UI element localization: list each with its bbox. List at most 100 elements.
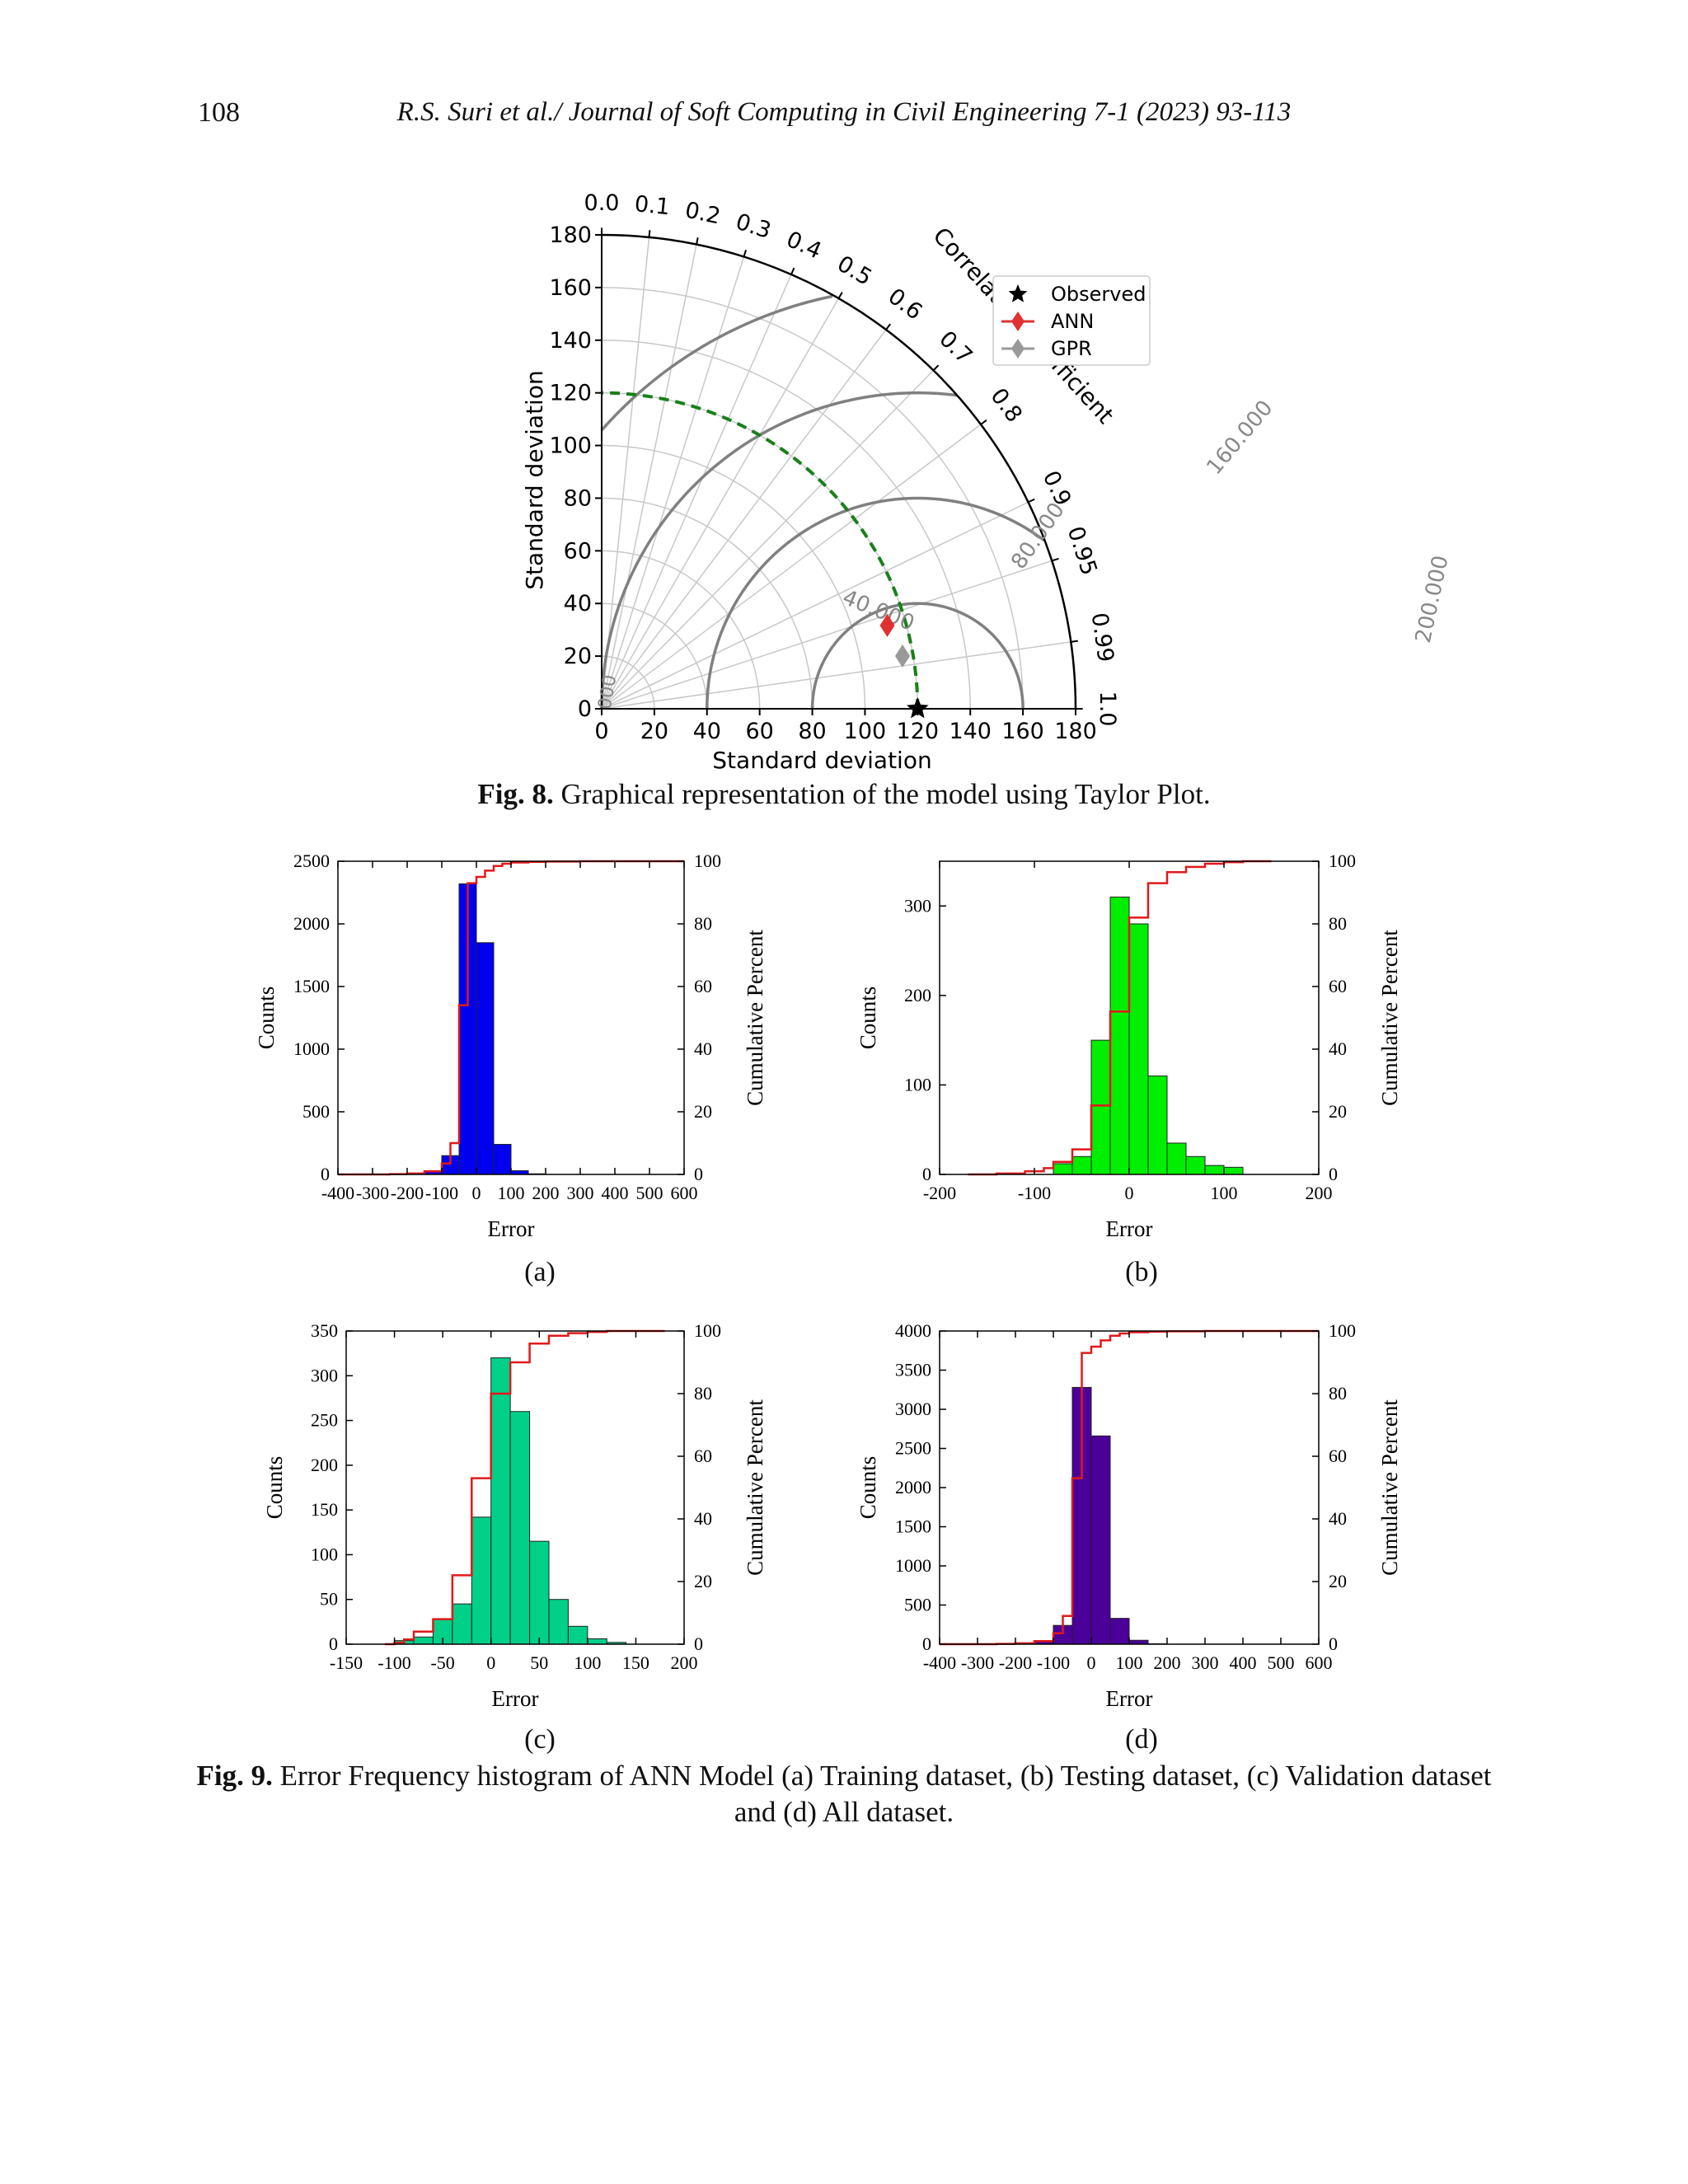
y-tick-label: 2000 xyxy=(293,913,330,934)
y-tick-label: 3000 xyxy=(895,1399,931,1419)
corr-tick-label: 0.95 xyxy=(1062,523,1102,579)
y-tick-label: 2500 xyxy=(895,1438,931,1459)
y-axis-title: Counts xyxy=(856,1456,880,1520)
x-tick-label: 120 xyxy=(897,719,940,744)
x-tick-label: 0 xyxy=(486,1652,495,1673)
y2-axis-title: Cumulative Percent xyxy=(1377,930,1402,1106)
y-tick-label: 100 xyxy=(311,1544,338,1564)
point-gpr xyxy=(894,644,910,668)
std-grid-arc xyxy=(601,340,971,710)
x-tick-label: 600 xyxy=(1306,1652,1333,1673)
x-tick-label: 160 xyxy=(1001,719,1044,744)
point-observed xyxy=(907,697,929,719)
reference-std-arc xyxy=(601,391,920,710)
histogram-bar xyxy=(1090,1039,1111,1175)
plot-frame xyxy=(345,1330,685,1645)
y-tick-label: 0 xyxy=(922,1164,931,1184)
corr-grid-line xyxy=(601,424,982,710)
corr-tick xyxy=(696,237,699,245)
legend-label: ANN xyxy=(1051,310,1094,333)
legend-marker xyxy=(1011,339,1025,359)
x-axis-title: Standard deviation xyxy=(712,747,931,774)
std-grid-arc xyxy=(601,550,761,710)
y2-tick-label: 40 xyxy=(694,1508,712,1529)
std-grid-arc xyxy=(601,602,708,710)
histogram-bar xyxy=(529,1540,550,1645)
y-tick-label: 60 xyxy=(564,538,592,564)
corr-tick xyxy=(1071,640,1078,643)
y-axis-title: Counts xyxy=(254,987,279,1050)
legend-box xyxy=(992,275,1151,366)
legend-marker xyxy=(1008,284,1028,302)
corr-tick xyxy=(837,292,843,299)
rms-contour-label: 000 xyxy=(595,673,621,711)
y-tick-label: 160 xyxy=(549,275,592,301)
y2-tick-label: 80 xyxy=(1329,913,1347,934)
y-tick-label: 200 xyxy=(904,985,931,1005)
y-tick-label: 2000 xyxy=(895,1477,931,1497)
std-grid-arc xyxy=(601,391,919,710)
corr-grid-line xyxy=(601,501,1029,710)
figure-8-caption: Fig. 8. Graphical representation of the … xyxy=(190,776,1498,813)
histogram-bar xyxy=(1090,1435,1111,1645)
std-grid-arc xyxy=(601,444,866,710)
corr-tick-label: 0.99 xyxy=(1086,612,1118,664)
y2-tick-label: 60 xyxy=(1329,1446,1347,1466)
y-tick-label: 350 xyxy=(311,1320,338,1341)
panel-label-b: (b) xyxy=(1125,1257,1158,1287)
y2-axis-title: Cumulative Percent xyxy=(1377,1399,1402,1576)
corr-tick-label: 1.0 xyxy=(1095,691,1120,727)
corr-tick-label: 0.3 xyxy=(733,209,774,244)
histogram-d: -400 -300 -200 -100 0 100 200 300 400 500 600 0 500 1… xyxy=(849,1319,1459,1722)
corr-tick-label: 0.7 xyxy=(934,326,977,369)
x-tick-label: -300 xyxy=(961,1652,994,1673)
y2-tick-label: 100 xyxy=(694,851,721,871)
x-tick-label: 200 xyxy=(671,1652,698,1673)
cumulative-line xyxy=(338,860,684,1176)
corr-tick xyxy=(790,267,795,275)
x-tick-label: 600 xyxy=(671,1183,698,1203)
y-tick-label: 40 xyxy=(564,591,592,616)
x-tick-label: -100 xyxy=(377,1652,410,1673)
rms-contour-label: 160.000 xyxy=(1202,396,1278,480)
x-tick-label: 150 xyxy=(622,1652,649,1673)
y2-tick-label: 20 xyxy=(1329,1571,1347,1591)
y-tick-label: 100 xyxy=(904,1074,931,1094)
histogram-bar xyxy=(548,1599,569,1645)
histogram-bar xyxy=(452,1603,472,1645)
histogram-bar xyxy=(587,1638,607,1645)
x-tick-label: 100 xyxy=(1211,1183,1238,1203)
figure-8-caption-text: Graphical representation of the model us… xyxy=(553,778,1211,810)
corr-grid-line xyxy=(601,641,1071,710)
y-tick-label: 0 xyxy=(321,1164,330,1184)
y2-tick-label: 0 xyxy=(694,1633,703,1654)
x-tick-label: 0 xyxy=(472,1183,481,1203)
cumulative-line xyxy=(968,860,1272,1176)
corr-tick-label: 0.1 xyxy=(633,191,671,220)
x-tick-label: 200 xyxy=(1154,1652,1181,1673)
y-tick-label: 3500 xyxy=(895,1360,931,1380)
corr-tick xyxy=(1051,557,1059,562)
y-tick-label: 500 xyxy=(302,1101,330,1122)
x-tick-label: 0 xyxy=(594,719,608,744)
y2-tick-label: 80 xyxy=(1329,1383,1347,1404)
y-tick-label: 180 xyxy=(549,223,592,248)
histogram-bar xyxy=(1147,1076,1168,1175)
histogram-bar xyxy=(476,942,495,1175)
x-tick-label: 80 xyxy=(798,719,826,744)
corr-tick-label: 0.0 xyxy=(584,190,620,216)
y-tick-label: 4000 xyxy=(895,1320,931,1341)
rms-contour xyxy=(600,391,958,710)
figure-9-caption: Fig. 9. Error Frequency histogram of ANN… xyxy=(190,1758,1498,1830)
x-tick-label: 100 xyxy=(498,1183,525,1203)
histogram-bar xyxy=(1223,1166,1244,1175)
corr-tick-label: 0.6 xyxy=(884,284,927,326)
y2-tick-label: 40 xyxy=(1329,1038,1347,1059)
histogram-bar xyxy=(493,1144,512,1175)
corr-tick xyxy=(743,249,748,257)
running-head: R.S. Suri et al./ Journal of Soft Comput… xyxy=(396,97,1292,127)
histogram-bar xyxy=(471,1516,492,1645)
y-tick-label: 250 xyxy=(311,1410,338,1431)
figure-8-caption-label: Fig. 8. xyxy=(477,778,554,810)
y-tick-label: 1500 xyxy=(293,976,330,996)
